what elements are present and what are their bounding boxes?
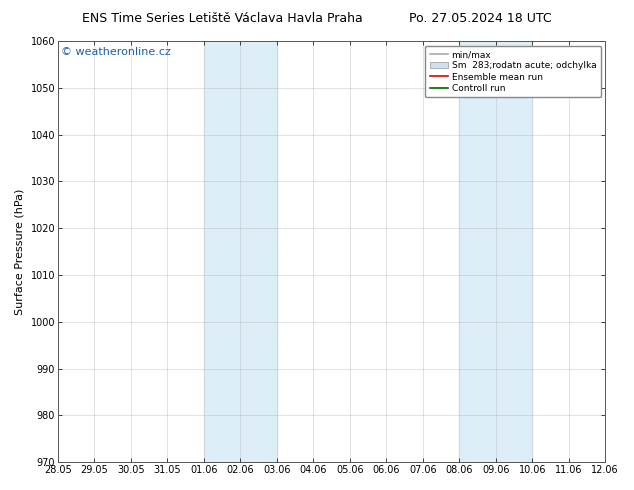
Legend: min/max, Sm  283;rodatn acute; odchylka, Ensemble mean run, Controll run: min/max, Sm 283;rodatn acute; odchylka, … [425,46,600,98]
Y-axis label: Surface Pressure (hPa): Surface Pressure (hPa) [15,189,25,315]
Text: ENS Time Series Letiště Václava Havla Praha: ENS Time Series Letiště Václava Havla Pr… [82,12,363,25]
Bar [204,41,277,462]
Text: Po. 27.05.2024 18 UTC: Po. 27.05.2024 18 UTC [409,12,552,25]
Text: © weatheronline.cz: © weatheronline.cz [61,48,171,57]
Bar [459,41,532,462]
